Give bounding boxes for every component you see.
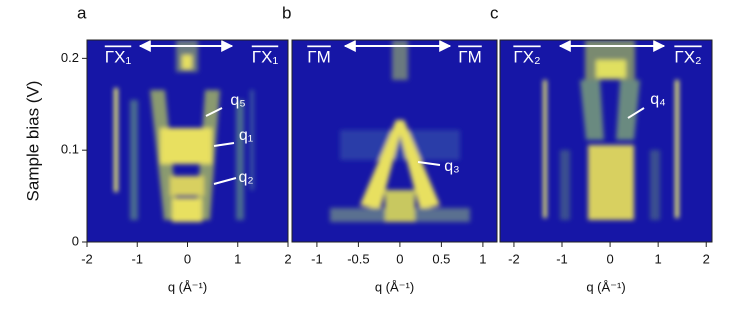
y-axis-label: Sample bias (V)	[23, 81, 42, 202]
annotation: ΓX₁	[252, 47, 279, 66]
x-tick-label: -1	[131, 251, 143, 266]
heatmap-b	[292, 40, 497, 242]
x-tick-label: 0	[606, 251, 613, 266]
annotation: q₄	[650, 91, 665, 108]
x-tick-label: 0.5	[432, 251, 450, 266]
y-tick-label: 0	[72, 233, 79, 248]
x-tick-label: 0	[396, 251, 403, 266]
x-tick-label: -1	[311, 251, 323, 266]
x-tick-label: -2	[508, 251, 520, 266]
x-axis-label: q (Å⁻¹)	[375, 279, 414, 294]
panel-label: c	[490, 3, 499, 22]
annotation: ΓM	[307, 47, 331, 66]
arrows	[138, 40, 666, 185]
plot-frame	[499, 39, 713, 243]
annotation: ΓX₁	[105, 47, 132, 66]
panel-label: a	[77, 3, 87, 22]
annotation: q₅	[230, 92, 245, 109]
x-tick-label: -0.5	[347, 251, 369, 266]
annotation: ΓX₂	[513, 47, 540, 66]
x-axis-label: q (Å⁻¹)	[168, 279, 207, 294]
x-tick-label: 1	[234, 251, 241, 266]
x-tick-label: 1	[655, 251, 662, 266]
x-tick-label: -1	[556, 251, 568, 266]
x-tick-label: -2	[81, 251, 93, 266]
x-tick-label: 2	[284, 251, 291, 266]
heatmap-c	[500, 40, 712, 242]
x-tick-label: 0	[184, 251, 191, 266]
plot-frame	[291, 39, 498, 243]
x-tick-label: 1	[479, 251, 486, 266]
x-axis-label: q (Å⁻¹)	[586, 279, 625, 294]
annotation: q₃	[444, 158, 459, 175]
annotation: ΓM	[458, 47, 482, 66]
x-tick-label: 2	[703, 251, 710, 266]
annotation: ΓX₂	[674, 47, 701, 66]
heatmap-a	[87, 40, 288, 242]
annotation: q₁	[239, 127, 253, 144]
panel-label: b	[282, 3, 291, 22]
y-tick-label: 0.2	[61, 50, 79, 65]
y-tick-label: 0.1	[61, 142, 79, 157]
annotation: q₂	[238, 169, 253, 186]
